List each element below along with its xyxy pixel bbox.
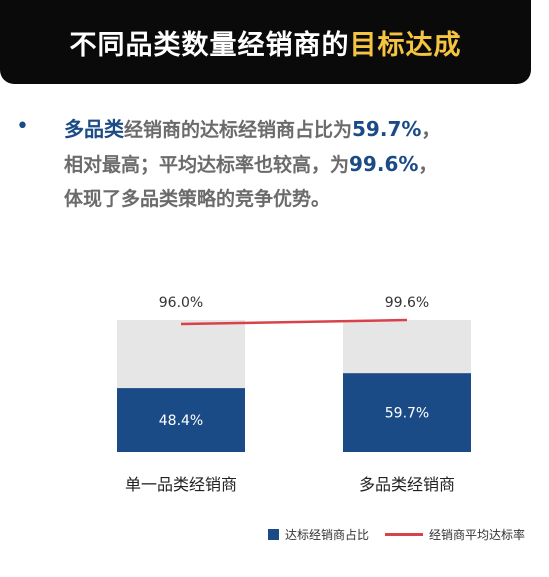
- summary-text: 多品类经销商的达标经销商占比为59.7%， 相对最高；平均达标率也较高，为99.…: [64, 112, 534, 216]
- category-label: 单一品类经销商: [125, 475, 237, 494]
- summary-part: ，: [418, 154, 438, 176]
- legend-label-line: 经销商平均达标率: [429, 528, 526, 542]
- bar: [117, 388, 245, 452]
- rate-label: 99.6%: [385, 295, 429, 311]
- bar-value-label: 48.4%: [159, 413, 203, 429]
- title-highlight: 目标达成: [349, 29, 462, 61]
- summary-part: 59.7%: [352, 117, 422, 141]
- summary-part: ，: [421, 119, 441, 141]
- summary-part: 经销商的达标经销商占比为: [124, 119, 353, 141]
- legend-label-bar: 达标经销商占比: [285, 528, 370, 542]
- rate-label: 96.0%: [159, 295, 203, 311]
- legend-swatch-line: [385, 533, 424, 536]
- summary-part: 体现了多品类策略的竞争优势。: [64, 188, 331, 210]
- page-title: 不同品类数量经销商的 目标达成: [0, 0, 531, 84]
- legend: 达标经销商占比 经销商平均达标率: [268, 526, 525, 543]
- summary-part: 99.6%: [349, 152, 419, 176]
- title-main: 不同品类数量经销商的: [69, 29, 350, 61]
- legend-swatch-bar: [268, 529, 279, 540]
- summary-part: 相对最高；平均达标率也较高，为: [64, 154, 350, 176]
- rate-line: [180, 318, 408, 326]
- category-label: 多品类经销商: [359, 475, 455, 494]
- summary-part: 多品类: [64, 117, 124, 141]
- bar-value-label: 59.7%: [385, 406, 429, 422]
- bullet-icon: •: [16, 114, 29, 139]
- bar: [343, 373, 471, 452]
